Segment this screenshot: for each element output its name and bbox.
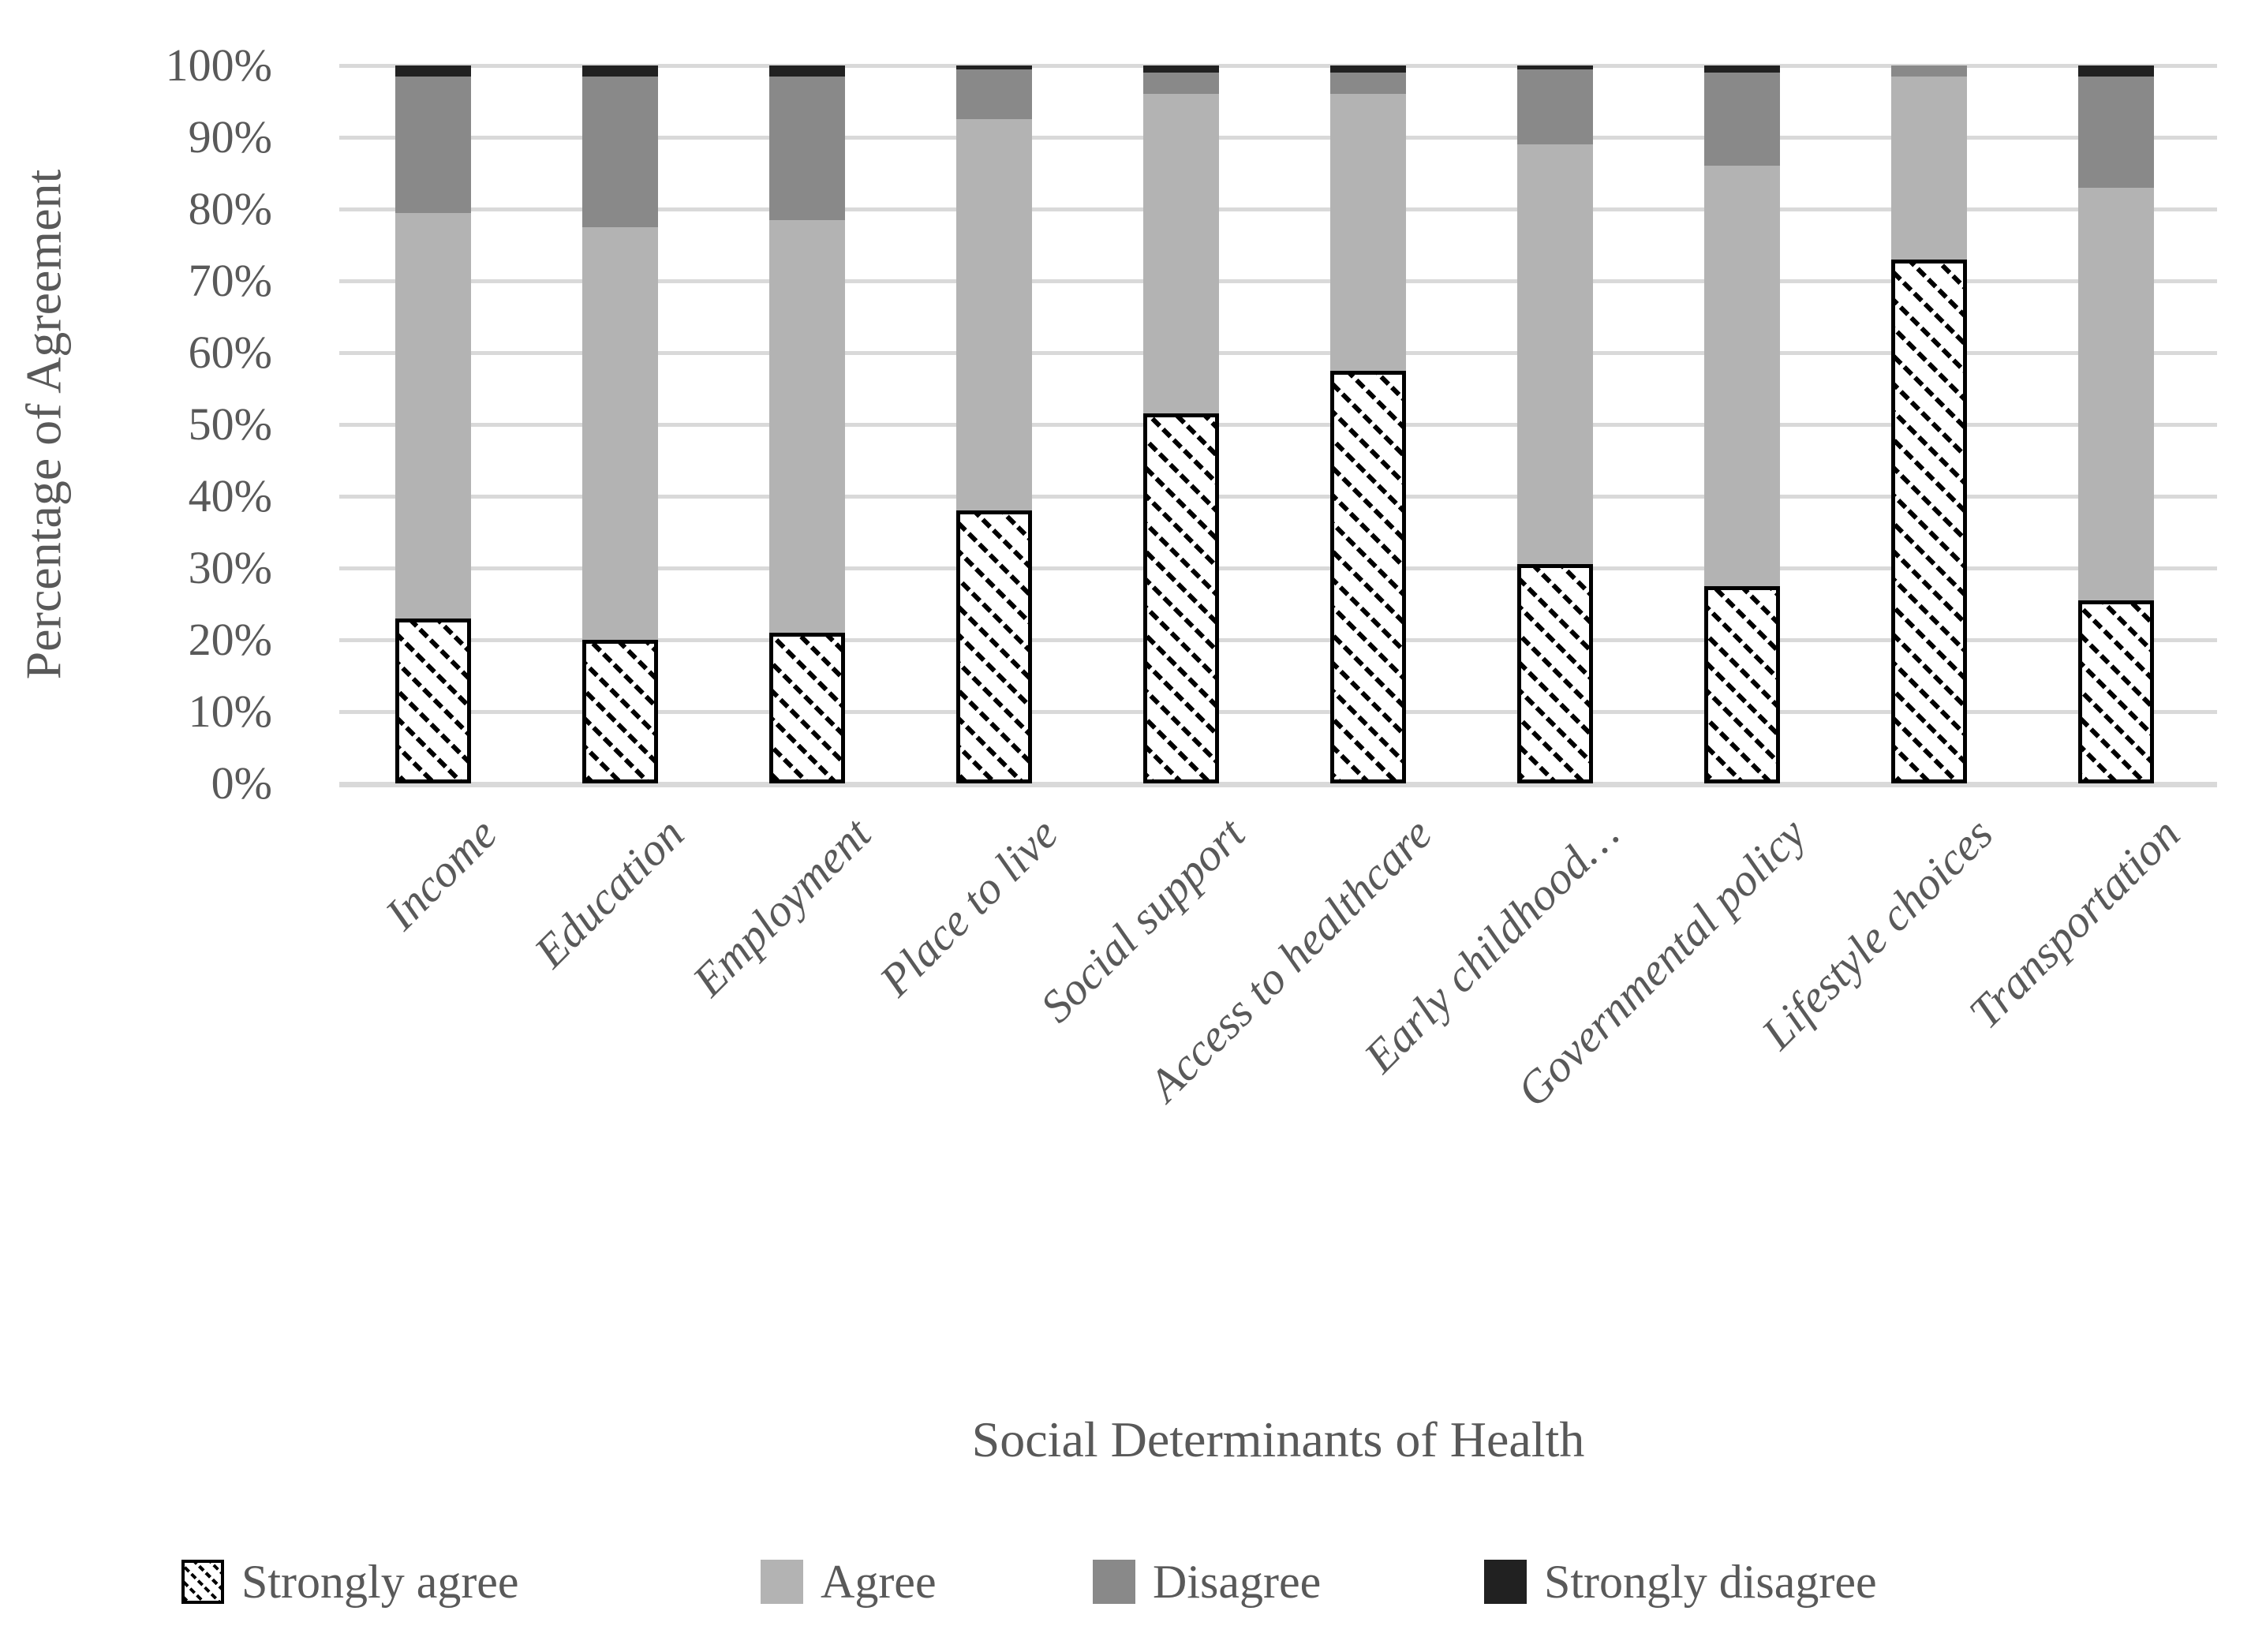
segment-agree-lifestyle-choices xyxy=(1890,76,1967,260)
bar-place-to-live xyxy=(955,65,1032,783)
legend-label: Strongly disagree xyxy=(1544,1555,1877,1608)
segment-strongly-disagree-education xyxy=(581,65,658,77)
segment-disagree-income xyxy=(394,76,471,213)
segment-strongly-agree-employment xyxy=(768,632,845,783)
bar-social-support xyxy=(1142,65,1219,783)
y-tick-label: 60% xyxy=(188,327,272,378)
y-tick-label: 90% xyxy=(188,111,272,163)
segment-strongly-disagree-social-support xyxy=(1142,65,1219,73)
legend-label: Disagree xyxy=(1153,1555,1322,1608)
segment-disagree-education xyxy=(581,76,658,227)
bar-education xyxy=(581,65,658,783)
y-tick-label: 70% xyxy=(188,255,272,306)
gridline xyxy=(339,136,2217,140)
y-tick-label: 40% xyxy=(188,470,272,521)
bar-access-to-healthcare xyxy=(1329,65,1406,783)
segment-strongly-agree-social-support xyxy=(1142,413,1219,783)
x-axis-baseline xyxy=(339,782,2217,787)
gridline xyxy=(339,279,2217,283)
y-tick-label: 100% xyxy=(165,39,272,91)
segment-disagree-place-to-live xyxy=(955,69,1032,120)
segment-strongly-disagree-income xyxy=(394,65,471,77)
segment-strongly-disagree-transportation xyxy=(2077,65,2154,77)
bar-governmental-policy xyxy=(1703,65,1780,783)
bar-employment xyxy=(768,65,845,783)
legend-swatch-strongly-agree xyxy=(181,1560,224,1604)
segment-agree-employment xyxy=(768,219,845,633)
y-tick-label: 80% xyxy=(188,183,272,234)
segment-strongly-agree-access-to-healthcare xyxy=(1329,370,1406,783)
gridline xyxy=(339,710,2217,714)
segment-strongly-agree-governmental-policy xyxy=(1703,585,1780,783)
legend-item-strongly-agree: Strongly agree xyxy=(181,1556,519,1608)
gridline xyxy=(339,64,2217,68)
gridline xyxy=(339,351,2217,355)
segment-strongly-disagree-employment xyxy=(768,65,845,77)
legend-label: Strongly agree xyxy=(241,1555,519,1608)
legend-item-strongly-disagree: Strongly disagree xyxy=(1484,1556,1877,1608)
gridline xyxy=(339,638,2217,642)
gridline xyxy=(339,423,2217,427)
segment-strongly-agree-education xyxy=(581,639,658,783)
legend-label: Agree xyxy=(821,1555,937,1608)
segment-strongly-agree-place-to-live xyxy=(955,510,1032,783)
y-tick-label: 30% xyxy=(188,542,272,593)
bar-early-childhood xyxy=(1516,65,1593,783)
legend-swatch-strongly-disagree xyxy=(1484,1560,1527,1604)
segment-disagree-employment xyxy=(768,76,845,220)
segment-disagree-governmental-policy xyxy=(1703,73,1780,166)
segment-strongly-agree-transportation xyxy=(2077,600,2154,783)
segment-disagree-lifestyle-choices xyxy=(1890,65,1967,77)
segment-strongly-disagree-governmental-policy xyxy=(1703,65,1780,73)
segment-strongly-disagree-access-to-healthcare xyxy=(1329,65,1406,73)
segment-disagree-social-support xyxy=(1142,73,1219,95)
legend-swatch-agree xyxy=(761,1560,803,1604)
segment-agree-transportation xyxy=(2077,187,2154,600)
segment-agree-social-support xyxy=(1142,94,1219,414)
gridline xyxy=(339,207,2217,211)
gridline xyxy=(339,495,2217,499)
bar-transportation xyxy=(2077,65,2154,783)
segment-agree-governmental-policy xyxy=(1703,166,1780,586)
segment-strongly-disagree-place-to-live xyxy=(955,65,1032,69)
segment-disagree-early-childhood xyxy=(1516,69,1593,145)
bar-lifestyle-choices xyxy=(1890,65,1967,783)
x-axis-title: Social Determinants of Health xyxy=(971,1411,1585,1467)
segment-strongly-disagree-early-childhood xyxy=(1516,65,1593,69)
segment-agree-place-to-live xyxy=(955,119,1032,511)
segment-agree-education xyxy=(581,226,658,640)
segment-agree-early-childhood xyxy=(1516,144,1593,565)
legend-item-agree: Agree xyxy=(761,1556,937,1608)
bar-income xyxy=(394,65,471,783)
segment-strongly-agree-early-childhood xyxy=(1516,564,1593,783)
segment-strongly-agree-income xyxy=(394,618,471,783)
plot-area xyxy=(339,64,2217,787)
gridline xyxy=(339,566,2217,570)
y-tick-label: 0% xyxy=(211,757,272,809)
segment-disagree-access-to-healthcare xyxy=(1329,73,1406,95)
y-tick-label: 50% xyxy=(188,398,272,450)
segment-strongly-agree-lifestyle-choices xyxy=(1890,259,1967,783)
y-tick-label: 10% xyxy=(188,686,272,737)
legend-swatch-disagree xyxy=(1093,1560,1135,1604)
segment-disagree-transportation xyxy=(2077,76,2154,188)
segment-agree-income xyxy=(394,212,471,619)
legend-item-disagree: Disagree xyxy=(1093,1556,1321,1608)
segment-agree-access-to-healthcare xyxy=(1329,94,1406,371)
y-tick-label: 20% xyxy=(188,614,272,665)
